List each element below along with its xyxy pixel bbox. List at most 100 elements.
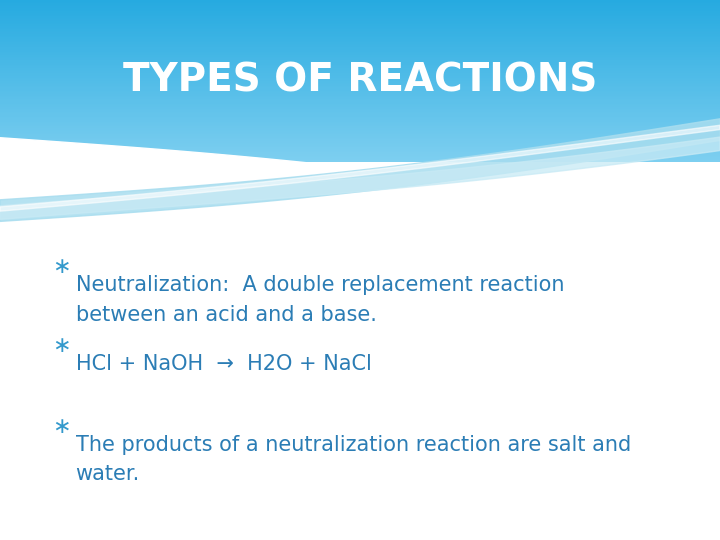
Bar	[0, 117, 720, 118]
Bar	[0, 113, 720, 115]
Bar	[0, 63, 720, 65]
Text: TYPES OF REACTIONS: TYPES OF REACTIONS	[123, 62, 597, 100]
Bar	[0, 78, 720, 79]
Bar	[0, 58, 720, 60]
Bar	[0, 131, 720, 133]
Bar	[0, 94, 720, 96]
Bar	[0, 159, 720, 160]
Bar	[0, 149, 720, 151]
Bar	[0, 123, 720, 125]
Bar	[0, 160, 720, 162]
Bar	[0, 109, 720, 110]
Bar	[0, 40, 720, 42]
Bar	[0, 32, 720, 34]
Bar	[0, 122, 720, 123]
Bar	[0, 37, 720, 39]
Bar	[0, 130, 720, 131]
Bar	[0, 71, 720, 73]
Bar	[0, 31, 720, 32]
Bar	[0, 76, 720, 78]
Bar	[0, 246, 720, 540]
Bar	[0, 105, 720, 107]
Bar	[0, 92, 720, 94]
Bar	[0, 96, 720, 97]
Bar	[0, 126, 720, 128]
Bar	[0, 42, 720, 44]
Bar	[0, 44, 720, 45]
Bar	[0, 75, 720, 76]
Bar	[0, 21, 720, 23]
Bar	[0, 57, 720, 58]
Bar	[0, 112, 720, 113]
Bar	[0, 8, 720, 10]
Bar	[0, 29, 720, 31]
Text: ∗: ∗	[52, 335, 71, 356]
Bar	[0, 0, 720, 2]
Bar	[0, 157, 720, 159]
Bar	[0, 68, 720, 70]
Bar	[0, 60, 720, 62]
Text: Neutralization:  A double replacement reaction
between an acid and a base.: Neutralization: A double replacement rea…	[76, 275, 564, 325]
Bar	[0, 89, 720, 91]
Bar	[0, 154, 720, 156]
Bar	[0, 152, 720, 154]
Bar	[0, 102, 720, 104]
Bar	[0, 13, 720, 15]
Bar	[0, 19, 720, 21]
Bar	[0, 144, 720, 146]
Bar	[0, 146, 720, 147]
Bar	[0, 156, 720, 157]
Bar	[0, 104, 720, 105]
Bar	[0, 141, 720, 143]
Text: HCl + NaOH  →  H2O + NaCl: HCl + NaOH → H2O + NaCl	[76, 354, 372, 374]
Bar	[0, 5, 720, 6]
Bar	[0, 138, 720, 139]
Bar	[0, 79, 720, 81]
Bar	[0, 62, 720, 63]
Bar	[0, 128, 720, 130]
Text: The products of a neutralization reaction are salt and
water.: The products of a neutralization reactio…	[76, 435, 631, 484]
Bar	[0, 83, 720, 84]
Bar	[0, 34, 720, 36]
Bar	[0, 49, 720, 50]
Bar	[0, 120, 720, 122]
Text: ∗: ∗	[52, 416, 71, 437]
Bar	[0, 84, 720, 86]
Bar	[0, 16, 720, 18]
Bar	[0, 53, 720, 55]
Bar	[0, 23, 720, 24]
Bar	[0, 39, 720, 40]
Bar	[0, 65, 720, 66]
Bar	[0, 45, 720, 47]
Bar	[0, 133, 720, 134]
Bar	[0, 81, 720, 83]
Text: ∗: ∗	[52, 257, 71, 278]
Bar	[0, 100, 720, 102]
Bar	[0, 151, 720, 152]
Bar	[0, 118, 720, 120]
Bar	[0, 115, 720, 117]
Bar	[0, 147, 720, 149]
Bar	[0, 136, 720, 138]
Bar	[0, 6, 720, 8]
Bar	[0, 18, 720, 19]
Bar	[0, 28, 720, 29]
Bar	[0, 70, 720, 71]
Bar	[0, 66, 720, 68]
Bar	[0, 11, 720, 13]
Bar	[0, 107, 720, 109]
Bar	[0, 139, 720, 141]
Bar	[0, 99, 720, 100]
Bar	[0, 97, 720, 99]
Bar	[0, 3, 720, 5]
Bar	[0, 143, 720, 144]
Bar	[0, 10, 720, 11]
Bar	[0, 47, 720, 49]
Bar	[0, 73, 720, 75]
Bar	[0, 36, 720, 37]
Bar	[0, 134, 720, 136]
Bar	[0, 26, 720, 28]
Bar	[0, 52, 720, 53]
Bar	[0, 125, 720, 126]
Bar	[0, 15, 720, 16]
